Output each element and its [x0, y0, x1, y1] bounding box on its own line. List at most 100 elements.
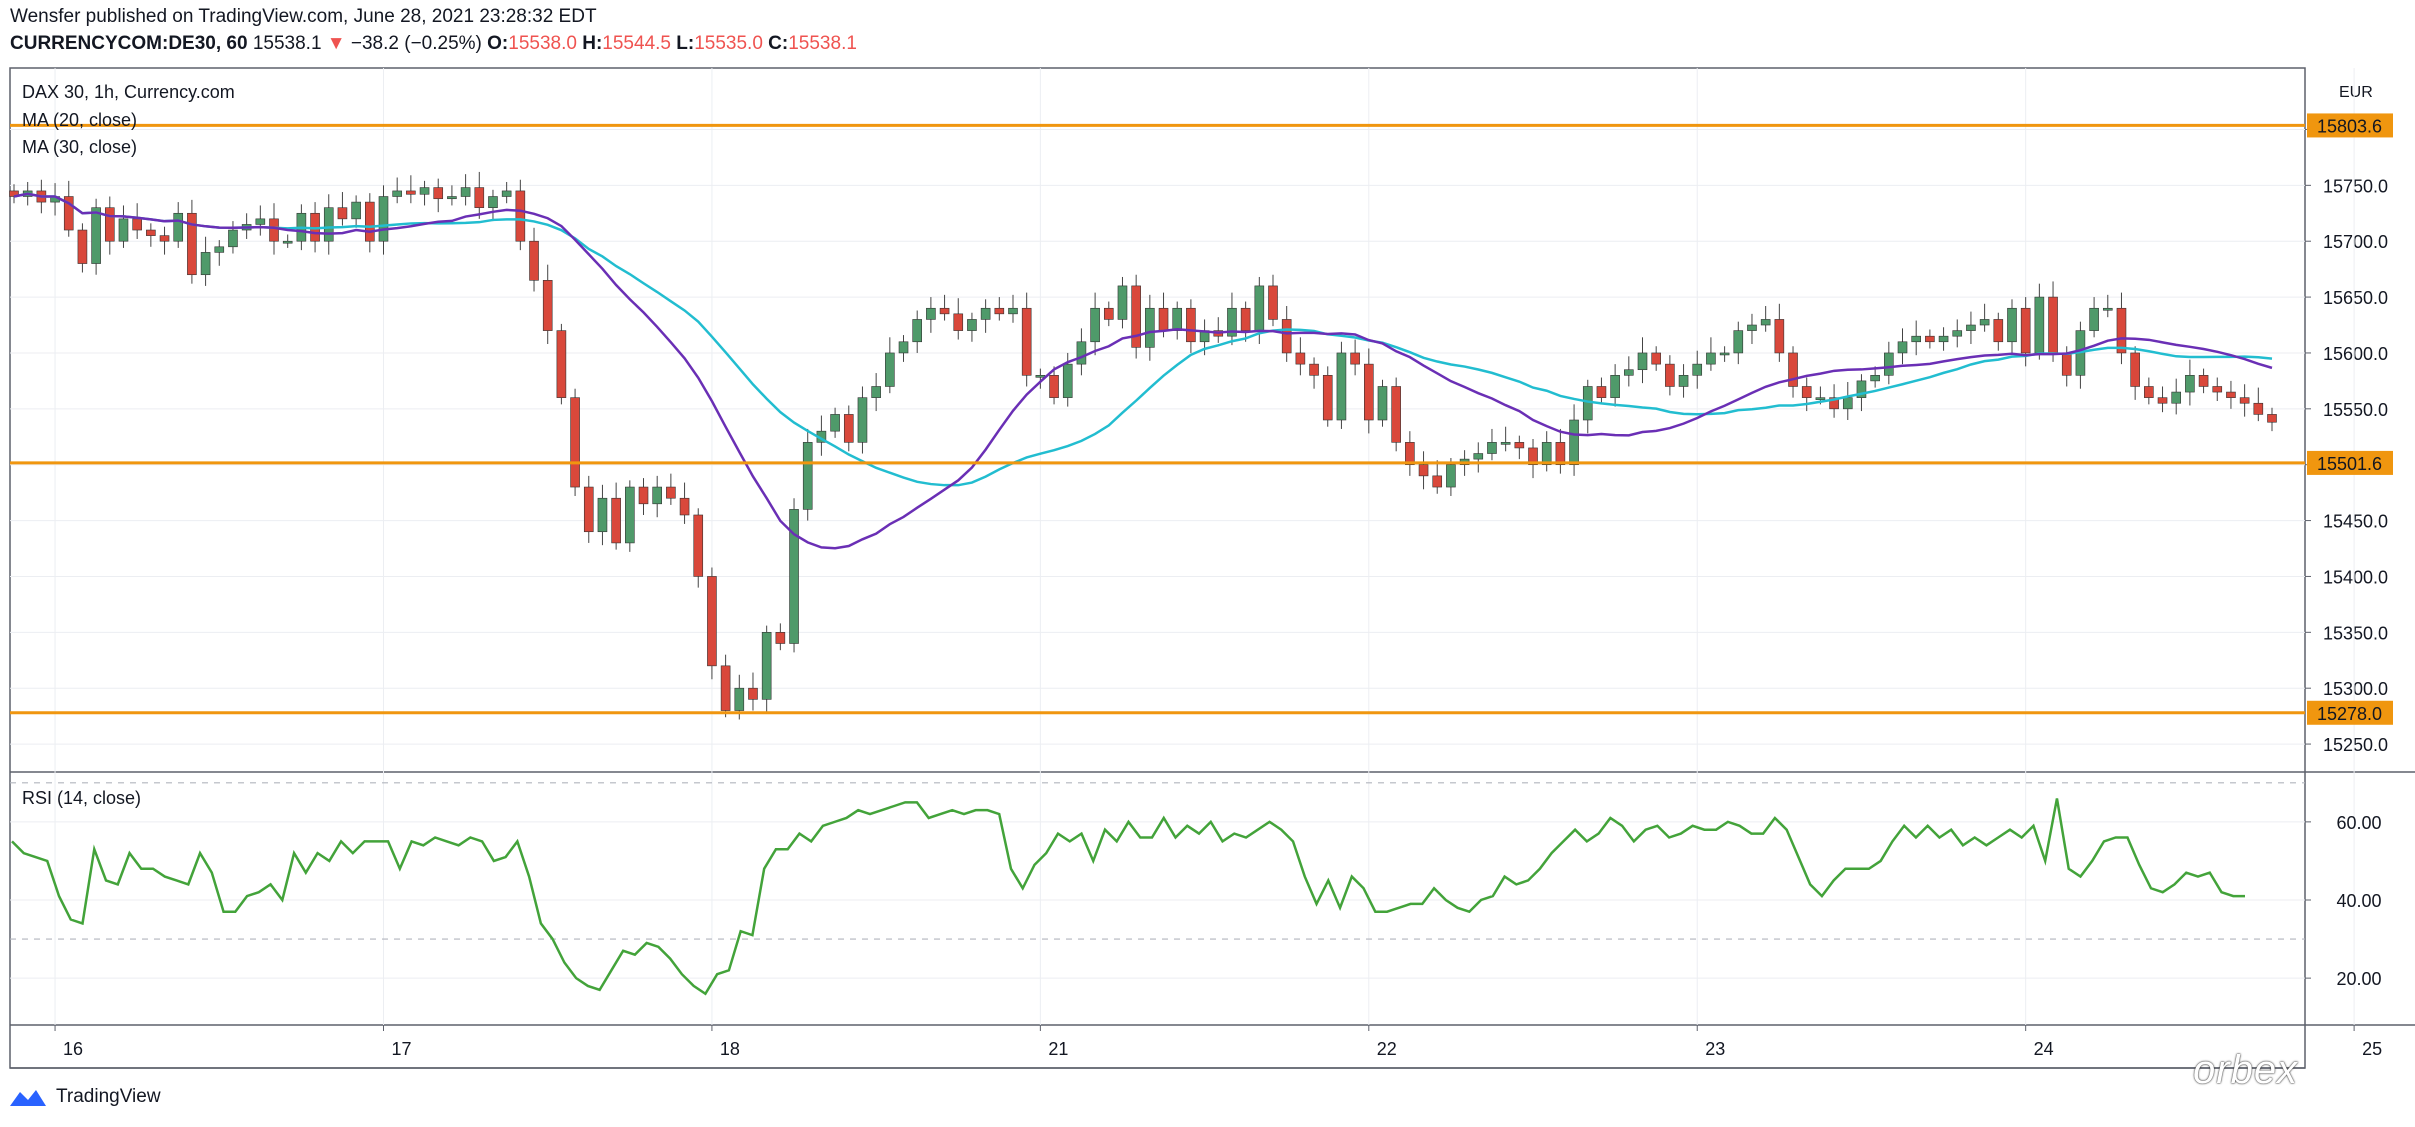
candle-up	[1008, 307, 1018, 315]
candle-up	[1473, 453, 1484, 460]
candle-down	[953, 313, 964, 331]
candle-up	[1569, 419, 1579, 465]
candle-up	[1842, 397, 1853, 410]
candle-down	[1364, 363, 1374, 421]
level-price-tag	[2307, 700, 2393, 725]
symbol-label[interactable]: CURRENCYCOM:DE30, 60	[10, 33, 248, 54]
candle-down	[1240, 307, 1251, 331]
candle-up	[2102, 307, 2113, 311]
candle-down	[1829, 397, 1839, 410]
candle-down	[2239, 397, 2250, 404]
time-tick-label: 21	[1048, 1039, 1068, 1059]
candle-up	[789, 509, 799, 644]
candle-up	[2185, 375, 2195, 393]
rsi-legend[interactable]: RSI (14, close)	[22, 788, 142, 808]
candle-up	[1541, 442, 1552, 465]
candle-down	[2130, 352, 2140, 387]
candle-down	[269, 218, 279, 242]
time-tick-label: 25	[2362, 1039, 2382, 1059]
candle-down	[843, 414, 854, 443]
time-tick-label: 18	[720, 1039, 740, 1059]
candles-group	[9, 171, 2277, 720]
level-price-label: 15803.6	[2317, 116, 2382, 136]
candle-up	[460, 187, 471, 197]
candle-down	[542, 280, 553, 331]
ohlc-line: CURRENCYCOM:DE30, 60 15538.1 ▼ −38.2 (−0…	[10, 33, 857, 55]
candle-down	[2157, 397, 2168, 404]
price-tick-label: 15550.0	[2323, 400, 2388, 420]
candle-up	[625, 486, 635, 544]
open-label: O:	[487, 33, 509, 54]
candle-down	[1309, 363, 1319, 376]
candle-up	[898, 341, 909, 354]
candle-up	[173, 212, 184, 242]
candle-up	[2089, 307, 2099, 331]
ma20-line	[13, 192, 2273, 550]
rsi-line	[11, 798, 2245, 996]
price-tick-label: 15350.0	[2323, 623, 2388, 643]
candle-up	[1938, 335, 1949, 343]
candle-down	[939, 307, 950, 315]
price-tick-label: 15300.0	[2323, 679, 2388, 699]
candle-up	[1692, 363, 1703, 376]
chart-title: DAX 30, 1h, Currency.com	[22, 82, 235, 102]
candle-down	[666, 486, 676, 499]
candle-up	[871, 386, 881, 398]
candle-up	[1090, 307, 1100, 343]
candle-up	[967, 319, 977, 331]
candle-down	[1993, 319, 2004, 343]
candle-up	[1747, 324, 1757, 331]
price-tick-label: 15250.0	[2323, 735, 2388, 755]
candle-up	[1884, 352, 1894, 376]
candle-up	[91, 207, 101, 264]
candle-up	[734, 687, 745, 711]
candle-up	[392, 190, 402, 197]
candle-down	[529, 240, 539, 281]
price-tick-label: 15400.0	[2323, 567, 2388, 587]
candle-up	[857, 397, 868, 443]
candle-down	[720, 665, 731, 711]
candle-up	[1870, 375, 1880, 382]
ma30-legend[interactable]: MA (30, close)	[22, 137, 138, 157]
tradingview-logo[interactable]: TradingView	[8, 1086, 161, 1108]
candle-down	[994, 307, 1005, 315]
candle-down	[132, 218, 142, 231]
candle-up	[912, 319, 923, 343]
candle-up	[1624, 369, 1634, 376]
candle-up	[1719, 352, 1730, 356]
candle-up	[323, 207, 334, 242]
level-price-tag	[2307, 450, 2393, 475]
candle-up	[1952, 330, 1963, 337]
candle-up	[200, 252, 211, 276]
candle-up	[2007, 307, 2017, 343]
candle-down	[1432, 475, 1443, 488]
ma20-legend[interactable]: MA (20, close)	[22, 110, 138, 130]
candle-up	[1377, 386, 1388, 421]
candle-down	[1925, 335, 1935, 343]
candle-down	[2267, 414, 2277, 423]
candle-up	[885, 352, 895, 387]
candle-up	[597, 497, 608, 533]
candle-up	[1706, 352, 1716, 365]
candle-up	[1760, 319, 1771, 326]
candle-up	[1227, 307, 1237, 337]
low-label: L:	[676, 33, 695, 54]
candle-down	[2020, 307, 2031, 354]
candle-up	[501, 190, 512, 197]
candle-down	[1350, 352, 1360, 365]
candle-down	[187, 212, 197, 276]
candle-down	[693, 514, 704, 577]
candle-up	[1172, 307, 1183, 331]
candle-up	[802, 442, 813, 510]
candle-up	[1487, 442, 1497, 454]
high-label: H:	[582, 33, 603, 54]
candle-down	[2226, 391, 2236, 398]
candle-down	[1774, 319, 1785, 354]
candle-down	[104, 207, 115, 242]
candle-up	[255, 218, 266, 225]
price-tick-label: 15650.0	[2323, 288, 2388, 308]
candle-down	[1788, 352, 1798, 387]
candle-down	[63, 196, 74, 231]
candle-up	[228, 229, 238, 248]
